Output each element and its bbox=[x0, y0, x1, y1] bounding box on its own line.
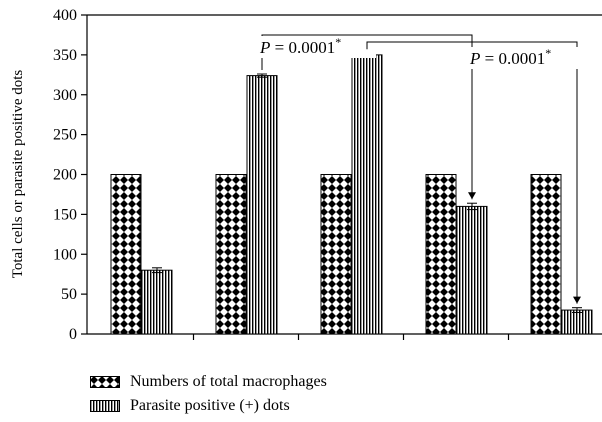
bar-macrophages bbox=[320, 174, 352, 335]
y-tick-label: 50 bbox=[61, 286, 77, 303]
p-symbol: P bbox=[259, 38, 270, 57]
significance-asterisk: * bbox=[545, 46, 551, 60]
y-tick-label: 150 bbox=[53, 206, 77, 223]
p-value-text: = 0.0001 bbox=[480, 49, 545, 68]
bar-parasite-dots bbox=[561, 309, 593, 335]
significance-annotations: P = 0.0001*P = 0.0001* bbox=[258, 34, 586, 304]
y-tick-label: 250 bbox=[53, 127, 77, 144]
legend: Numbers of total macrophages Parasite po… bbox=[90, 370, 327, 418]
y-tick-label: 300 bbox=[53, 87, 77, 104]
axes: 0 50 100 150 200 250 300 350 400 bbox=[53, 7, 602, 343]
bar-macrophages bbox=[425, 174, 457, 335]
legend-item-macrophages: Numbers of total macrophages bbox=[90, 370, 327, 394]
y-tick-label: 100 bbox=[53, 246, 77, 263]
bar-macrophages bbox=[215, 174, 247, 335]
bar-parasite-dots bbox=[141, 269, 173, 335]
p-value-text: = 0.0001 bbox=[270, 38, 335, 57]
bracket-arrowhead bbox=[573, 296, 581, 304]
p-symbol: P bbox=[469, 49, 480, 68]
bar-macrophages bbox=[110, 174, 142, 335]
bracket-arrowhead bbox=[468, 192, 476, 200]
y-tick-label: 200 bbox=[53, 167, 77, 184]
significance-bracket bbox=[366, 41, 578, 304]
annotation-background bbox=[258, 36, 376, 58]
y-tick-label: 350 bbox=[53, 47, 77, 64]
p-value-label: P = 0.0001* bbox=[259, 35, 341, 57]
legend-swatch-checker bbox=[90, 376, 120, 388]
bar-macrophages bbox=[530, 174, 562, 335]
legend-item-parasite-dots: Parasite positive (+) dots bbox=[90, 394, 327, 418]
bar-parasite-dots bbox=[246, 75, 278, 335]
bar-parasite-dots bbox=[456, 205, 488, 335]
y-tick-label: 400 bbox=[53, 7, 77, 24]
y-axis-label: Total cells or parasite positive dots bbox=[10, 70, 26, 279]
p-value-label: P = 0.0001* bbox=[469, 46, 551, 68]
bar-parasite-dots bbox=[351, 54, 383, 335]
significance-asterisk: * bbox=[335, 35, 341, 49]
legend-label-parasite-dots: Parasite positive (+) dots bbox=[130, 397, 290, 414]
annotation-background bbox=[468, 47, 586, 69]
bars bbox=[110, 54, 593, 335]
legend-swatch-vertical-lines bbox=[90, 400, 120, 412]
y-tick-label: 0 bbox=[69, 326, 77, 343]
legend-label-macrophages: Numbers of total macrophages bbox=[130, 373, 327, 390]
